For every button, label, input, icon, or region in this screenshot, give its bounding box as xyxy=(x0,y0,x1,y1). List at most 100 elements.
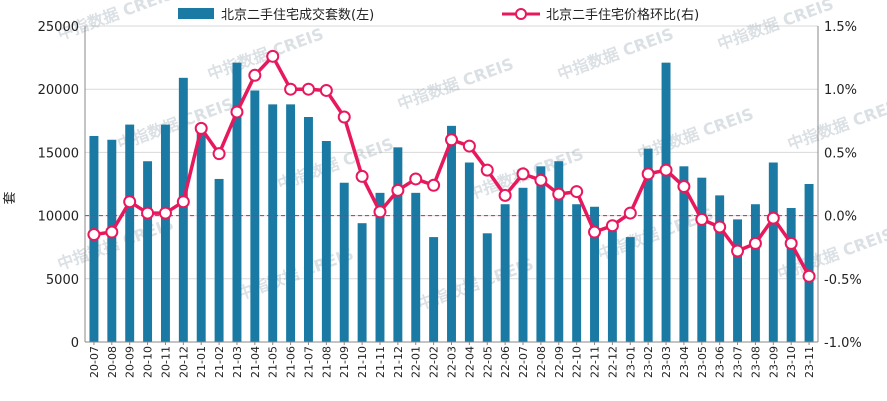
x-tick-label: 21-02 xyxy=(213,346,226,378)
bar xyxy=(304,117,313,343)
bar xyxy=(232,62,242,342)
x-tick-label: 23-07 xyxy=(732,346,745,378)
line-point xyxy=(445,133,458,147)
line-point xyxy=(158,206,172,220)
x-tick-label: 22-08 xyxy=(535,346,548,378)
legend-bar-swatch xyxy=(178,8,214,19)
line-point xyxy=(534,173,548,187)
line-point xyxy=(409,172,423,186)
line-point xyxy=(623,206,637,220)
line-point xyxy=(194,121,208,135)
bar xyxy=(715,195,725,342)
bar xyxy=(661,62,671,342)
legend-bar-label: 北京二手住宅成交套数(左) xyxy=(221,7,374,23)
bar xyxy=(768,162,778,342)
bar xyxy=(786,208,796,342)
line-point xyxy=(105,225,119,239)
line-point xyxy=(641,167,655,181)
right-tick-label: 1.0% xyxy=(824,83,857,98)
left-tick-label: 20000 xyxy=(38,83,79,98)
x-tick-label: 23-09 xyxy=(767,346,780,378)
x-tick-label: 21-12 xyxy=(392,346,405,378)
line-point xyxy=(301,82,315,96)
line-point xyxy=(248,68,262,82)
line-point xyxy=(355,169,369,183)
bar xyxy=(482,233,492,342)
x-axis: 20-07 20-08 20-09 20-10 20-11 20-12 21-01 21-02… xyxy=(85,341,818,378)
x-tick-label: 20-11 xyxy=(159,346,172,378)
x-tick-label: 21-08 xyxy=(320,346,333,378)
line-point xyxy=(87,228,101,242)
x-tick-label: 22-07 xyxy=(517,346,530,378)
bar xyxy=(125,124,135,342)
bar xyxy=(429,237,439,342)
line-point xyxy=(212,147,226,161)
line-point xyxy=(516,167,530,181)
x-tick-label: 23-02 xyxy=(642,346,655,378)
x-tick-label: 21-06 xyxy=(285,346,298,378)
x-tick-label: 23-10 xyxy=(785,346,798,378)
x-tick-label: 23-05 xyxy=(696,346,709,378)
line-point xyxy=(480,163,494,177)
line-point xyxy=(462,139,476,153)
x-tick-label: 21-04 xyxy=(249,346,262,378)
bar xyxy=(375,192,385,342)
bar xyxy=(214,178,224,342)
bar xyxy=(321,141,331,342)
bar xyxy=(286,104,296,342)
x-tick-label: 20-10 xyxy=(142,346,155,378)
x-tick-label: 22-04 xyxy=(463,346,476,378)
x-tick-label: 21-05 xyxy=(267,346,280,378)
bar xyxy=(393,147,403,342)
bar xyxy=(733,219,743,342)
left-axis-label: 套 xyxy=(2,191,18,204)
bar xyxy=(607,230,617,342)
bar xyxy=(750,204,760,342)
left-tick-label: 25000 xyxy=(38,20,79,35)
line-point xyxy=(176,195,190,209)
legend[interactable]: 北京二手住宅成交套数(左) 北京二手住宅价格环比(右) xyxy=(178,7,699,23)
line-point xyxy=(588,225,602,239)
x-tick-label: 22-05 xyxy=(481,346,494,378)
x-tick-label: 22-11 xyxy=(589,346,602,378)
left-axis: 0 5000 10000 15000 20000 25000 xyxy=(38,20,86,351)
line-point xyxy=(784,236,798,250)
bar xyxy=(554,161,564,342)
x-tick-label: 21-10 xyxy=(356,346,369,378)
line-point xyxy=(337,110,351,124)
line-series xyxy=(87,49,816,283)
right-axis: -1.0% -0.5% 0.0% 0.5% 1.0% 1.5% xyxy=(817,20,862,351)
line-point xyxy=(731,244,745,258)
watermark-text: 中指数据 CREIS xyxy=(635,104,756,164)
left-tick-label: 0 xyxy=(71,336,79,351)
bar xyxy=(268,104,278,342)
left-tick-label: 10000 xyxy=(38,210,79,225)
bar xyxy=(518,187,528,342)
watermark-text: 中指数据 CREIS xyxy=(395,54,516,114)
bar xyxy=(572,204,582,342)
bar xyxy=(250,90,260,343)
line-point xyxy=(766,211,780,225)
x-tick-label: 23-04 xyxy=(678,346,691,378)
bar xyxy=(411,192,421,342)
x-tick-label: 20-08 xyxy=(106,346,119,378)
line-point xyxy=(266,49,280,63)
x-tick-label: 21-03 xyxy=(231,346,244,378)
line-point xyxy=(373,205,387,219)
bar xyxy=(536,166,546,342)
x-tick-label: 21-01 xyxy=(195,346,208,378)
bar xyxy=(160,124,170,342)
x-tick-label: 23-03 xyxy=(660,346,673,378)
line-point xyxy=(552,187,566,201)
bar-series xyxy=(89,62,814,343)
bar xyxy=(679,166,689,342)
bar xyxy=(196,128,206,342)
watermark-text: 中指数据 CREIS xyxy=(205,24,326,84)
left-tick-label: 5000 xyxy=(46,273,79,288)
line-point xyxy=(570,185,584,199)
x-tick-label: 22-01 xyxy=(410,346,423,378)
line-point xyxy=(498,188,512,202)
x-tick-label: 20-09 xyxy=(124,346,137,378)
bar xyxy=(339,182,349,342)
x-tick-label: 20-12 xyxy=(177,346,190,378)
